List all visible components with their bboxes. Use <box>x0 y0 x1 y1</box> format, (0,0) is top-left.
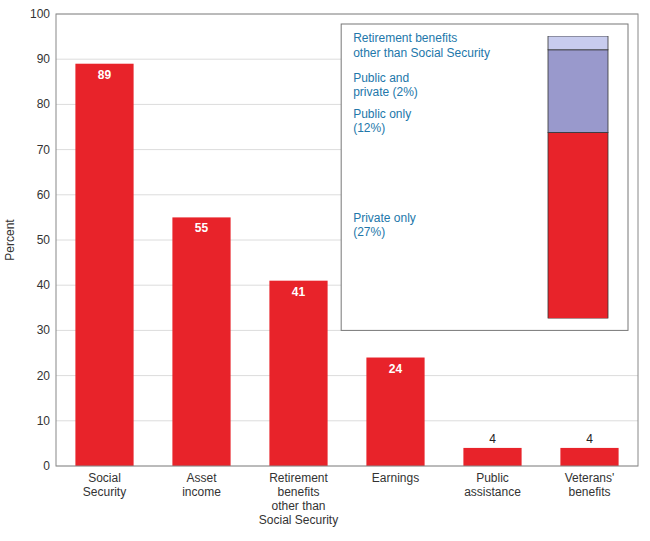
data-label: 4 <box>586 432 593 446</box>
x-tick-labels: SocialSecurity Assetincome Retirementbenef… <box>83 471 615 527</box>
inset-segment <box>548 36 608 50</box>
y-tick-label: 70 <box>37 143 51 157</box>
x-tick-label: Assetincome <box>182 471 221 499</box>
y-tick-label: 40 <box>37 278 51 292</box>
inset-segment <box>548 132 608 318</box>
data-label: 55 <box>195 221 209 235</box>
y-tick-label: 80 <box>37 97 51 111</box>
x-tick-label: SocialSecurity <box>83 471 126 499</box>
bar <box>172 217 230 466</box>
bar <box>366 358 424 466</box>
grid-line <box>56 59 341 60</box>
bar <box>269 281 327 466</box>
grid-line <box>56 420 638 421</box>
data-label: 89 <box>98 68 112 82</box>
data-label: 24 <box>389 362 403 376</box>
data-label: 41 <box>292 285 306 299</box>
legend-entry: Public andprivate (2%) <box>353 71 418 99</box>
y-tick-label: 90 <box>37 52 51 66</box>
legend-entry: Public only(12%) <box>353 107 411 135</box>
y-tick-labels: 0 10 20 30 40 50 60 70 80 90 100 <box>30 7 50 473</box>
inset-bars <box>548 36 608 318</box>
plot-background <box>56 14 638 466</box>
x-tick-label: Veterans'benefits <box>565 471 615 499</box>
inset: Retirement benefitsother than Social Sec… <box>341 24 628 330</box>
bar <box>560 448 618 466</box>
inset-segment <box>548 50 608 133</box>
legend-entry: Private only(27%) <box>353 211 416 239</box>
bar <box>463 448 521 466</box>
x-tick-label: Retirementbenefitsother thanSocial Secur… <box>259 471 338 527</box>
x-tick-label: Earnings <box>372 471 419 485</box>
inset-box <box>341 24 628 330</box>
y-tick-label: 10 <box>37 414 51 428</box>
plot-frame <box>56 14 638 466</box>
y-tick-label: 100 <box>30 7 50 21</box>
y-tick-label: 20 <box>37 369 51 383</box>
y-axis-label: Percent <box>3 219 17 261</box>
y-tick-label: 0 <box>43 459 50 473</box>
y-tick-label: 60 <box>37 188 51 202</box>
y-tick-label: 30 <box>37 323 51 337</box>
y-tick-label: 50 <box>37 233 51 247</box>
x-tick-label: Publicassistance <box>464 471 521 499</box>
grid <box>56 14 638 466</box>
grid-line <box>56 375 638 376</box>
inset-title: Retirement benefitsother than Social Sec… <box>353 31 490 60</box>
data-label: 4 <box>489 432 496 446</box>
chart: 0 10 20 30 40 50 60 70 80 90 100 89 55 41 24 4 4 SocialSe… <box>0 0 650 541</box>
bar <box>75 64 133 466</box>
